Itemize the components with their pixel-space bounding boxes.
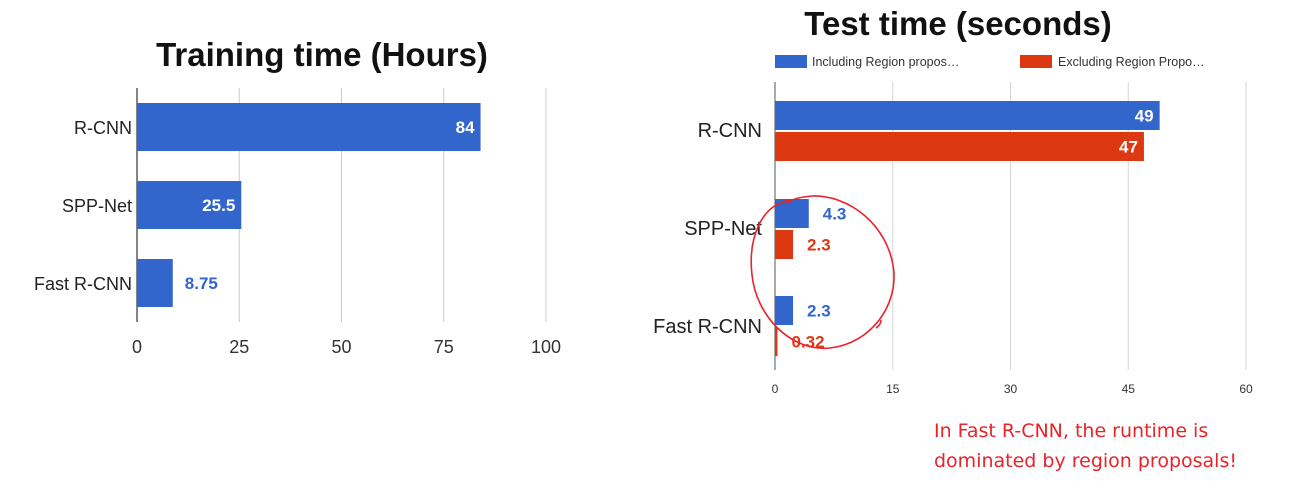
bar — [775, 132, 1144, 161]
x-tick-label: 0 — [132, 337, 142, 357]
bar-value-label: 8.75 — [185, 274, 218, 293]
training-chart-title: Training time (Hours) — [156, 36, 488, 73]
x-tick-label: 0 — [772, 382, 779, 396]
training-category-label: SPP-Net — [62, 196, 132, 216]
x-tick-label: 30 — [1004, 382, 1018, 396]
bar-value-label: 49 — [1135, 107, 1154, 126]
training-bars: 84 25.5 8.75 — [137, 103, 481, 307]
bar — [775, 101, 1160, 130]
bar — [775, 199, 809, 228]
bar-value-label: 0.32 — [792, 333, 825, 352]
training-category-label: Fast R-CNN — [34, 274, 132, 294]
bar — [775, 230, 794, 259]
legend-label-including: Including Region propos… — [812, 55, 959, 69]
training-x-ticks: 0 25 50 75 100 — [132, 337, 561, 357]
x-tick-label: 60 — [1239, 382, 1253, 396]
annotation-line: In Fast R-CNN, the runtime is — [934, 420, 1209, 442]
bar-value-label: 4.3 — [823, 205, 847, 224]
training-category-label: R-CNN — [74, 118, 132, 138]
bar-value-label: 47 — [1119, 138, 1138, 157]
annotation-stroke — [875, 319, 882, 329]
x-tick-label: 50 — [331, 337, 351, 357]
test-category-label: Fast R-CNN — [653, 316, 762, 338]
test-category-label: SPP-Net — [684, 218, 762, 240]
x-tick-label: 75 — [434, 337, 454, 357]
test-time-chart: Test time (seconds) Including Region pro… — [653, 5, 1253, 396]
x-tick-label: 100 — [531, 337, 561, 357]
bar — [137, 259, 173, 307]
test-x-ticks: 0 15 30 45 60 — [772, 382, 1253, 396]
bar — [775, 327, 778, 356]
bar — [137, 103, 481, 151]
x-tick-label: 15 — [886, 382, 900, 396]
x-tick-label: 25 — [229, 337, 249, 357]
legend-swatch-including — [775, 55, 807, 68]
bar-value-label: 2.3 — [807, 236, 831, 255]
annotation-note: In Fast R-CNN, the runtime is dominated … — [934, 416, 1237, 476]
bar-value-label: 2.3 — [807, 302, 831, 321]
legend-swatch-excluding — [1020, 55, 1052, 68]
test-bars: 49 4.3 2.3 47 2.3 0.32 — [775, 101, 1160, 356]
bar-value-label: 84 — [456, 118, 475, 137]
legend: Including Region propos… Excluding Regio… — [775, 55, 1205, 69]
test-chart-title: Test time (seconds) — [804, 5, 1111, 42]
training-time-chart: Training time (Hours) 84 25.5 8.75 R-CNN S… — [34, 36, 561, 357]
bar — [775, 296, 794, 325]
training-category-labels: R-CNN SPP-Net Fast R-CNN — [34, 118, 132, 294]
test-category-label: R-CNN — [698, 120, 762, 142]
bar-value-label: 25.5 — [202, 196, 235, 215]
bar — [137, 181, 242, 229]
annotation-line: dominated by region proposals! — [934, 450, 1237, 472]
legend-label-excluding: Excluding Region Propo… — [1058, 55, 1205, 69]
x-tick-label: 45 — [1122, 382, 1136, 396]
test-category-labels: R-CNN SPP-Net Fast R-CNN — [653, 120, 762, 338]
annotation-circle — [750, 195, 895, 349]
